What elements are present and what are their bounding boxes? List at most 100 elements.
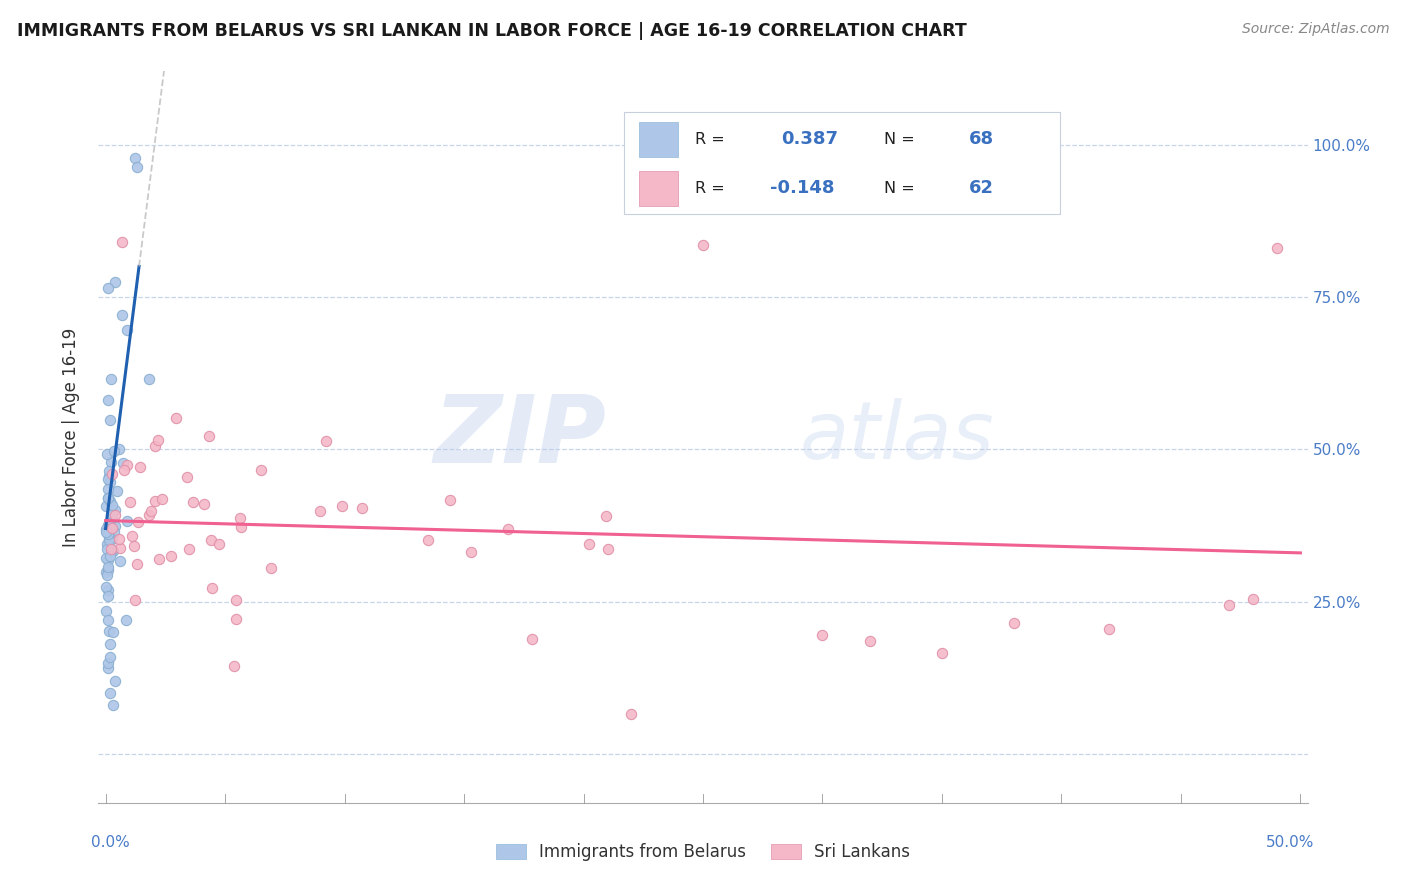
Point [100, 455, 122, 469]
Point [96, 491, 118, 505]
Point [107, 442, 129, 456]
Point [332, 499, 354, 513]
Point [160, 549, 183, 564]
Point [96, 580, 118, 594]
Point [111, 308, 134, 322]
Point [100, 541, 122, 556]
Point [1265, 241, 1288, 255]
Text: Source: ZipAtlas.com: Source: ZipAtlas.com [1241, 22, 1389, 37]
Point [143, 493, 166, 508]
Text: 50.0%: 50.0% [1267, 836, 1315, 850]
Point [98, 637, 121, 651]
Point [200, 533, 222, 547]
Point [98, 519, 121, 533]
Point [138, 372, 160, 386]
Point [98, 468, 121, 483]
Point [105, 484, 128, 499]
Point [97, 613, 120, 627]
Point [139, 504, 162, 518]
Point [101, 625, 124, 640]
FancyBboxPatch shape [638, 171, 678, 206]
Point [98, 624, 121, 638]
Point [96, 541, 118, 556]
Text: N =: N = [884, 181, 921, 196]
Text: 0.0%: 0.0% [91, 836, 131, 850]
Point [97, 392, 120, 407]
Point [103, 444, 125, 458]
Point [201, 581, 224, 595]
Point [620, 707, 643, 722]
Legend: Immigrants from Belarus, Sri Lankans: Immigrants from Belarus, Sri Lankans [489, 837, 917, 868]
Point [124, 593, 146, 607]
Point [418, 533, 440, 548]
Point [439, 493, 461, 508]
Point [150, 491, 173, 506]
Point [260, 561, 283, 575]
Point [181, 495, 204, 509]
Point [100, 507, 122, 521]
Point [112, 456, 135, 470]
Point [108, 532, 131, 546]
Point [578, 537, 600, 551]
Point [94, 500, 117, 514]
Point [97, 491, 120, 505]
Point [97, 553, 120, 567]
Point [127, 160, 149, 174]
Point [101, 467, 124, 482]
Point [96, 281, 118, 295]
Point [104, 275, 127, 289]
Point [350, 500, 373, 515]
Point [460, 545, 482, 559]
Point [225, 612, 247, 626]
Text: -0.148: -0.148 [769, 179, 834, 197]
Point [1241, 591, 1264, 606]
Point [103, 525, 125, 540]
Point [496, 522, 519, 536]
Point [198, 429, 221, 443]
Point [228, 511, 250, 525]
Point [103, 544, 125, 558]
Point [1218, 598, 1240, 612]
Point [315, 434, 337, 448]
Point [115, 323, 138, 337]
Point [98, 475, 121, 489]
Point [97, 533, 120, 547]
Point [97, 473, 120, 487]
FancyBboxPatch shape [638, 122, 678, 157]
Point [143, 439, 166, 453]
Point [595, 508, 617, 523]
Point [1002, 615, 1025, 630]
Point [115, 458, 138, 472]
Text: ZIP: ZIP [433, 391, 606, 483]
Point [96, 522, 118, 536]
Point [125, 557, 148, 571]
Point [104, 518, 127, 533]
Point [98, 413, 121, 427]
Point [146, 433, 169, 447]
Point [98, 493, 121, 508]
Point [101, 542, 124, 557]
Point [111, 235, 134, 249]
Point [96, 565, 118, 579]
Point [692, 238, 714, 252]
Point [100, 544, 122, 558]
Point [124, 151, 146, 165]
Point [108, 554, 131, 568]
Text: 62: 62 [969, 179, 994, 197]
Point [96, 567, 118, 582]
Point [100, 499, 122, 513]
Point [97, 656, 120, 670]
Point [225, 593, 247, 607]
Point [193, 497, 215, 511]
Point [104, 502, 127, 516]
Point [97, 526, 120, 541]
Point [811, 628, 834, 642]
Point [98, 686, 121, 700]
Point [128, 459, 150, 474]
Point [110, 541, 132, 556]
Text: R =: R = [695, 132, 730, 147]
Point [97, 482, 120, 496]
Point [224, 659, 246, 673]
Point [231, 520, 253, 534]
Point [176, 470, 198, 484]
